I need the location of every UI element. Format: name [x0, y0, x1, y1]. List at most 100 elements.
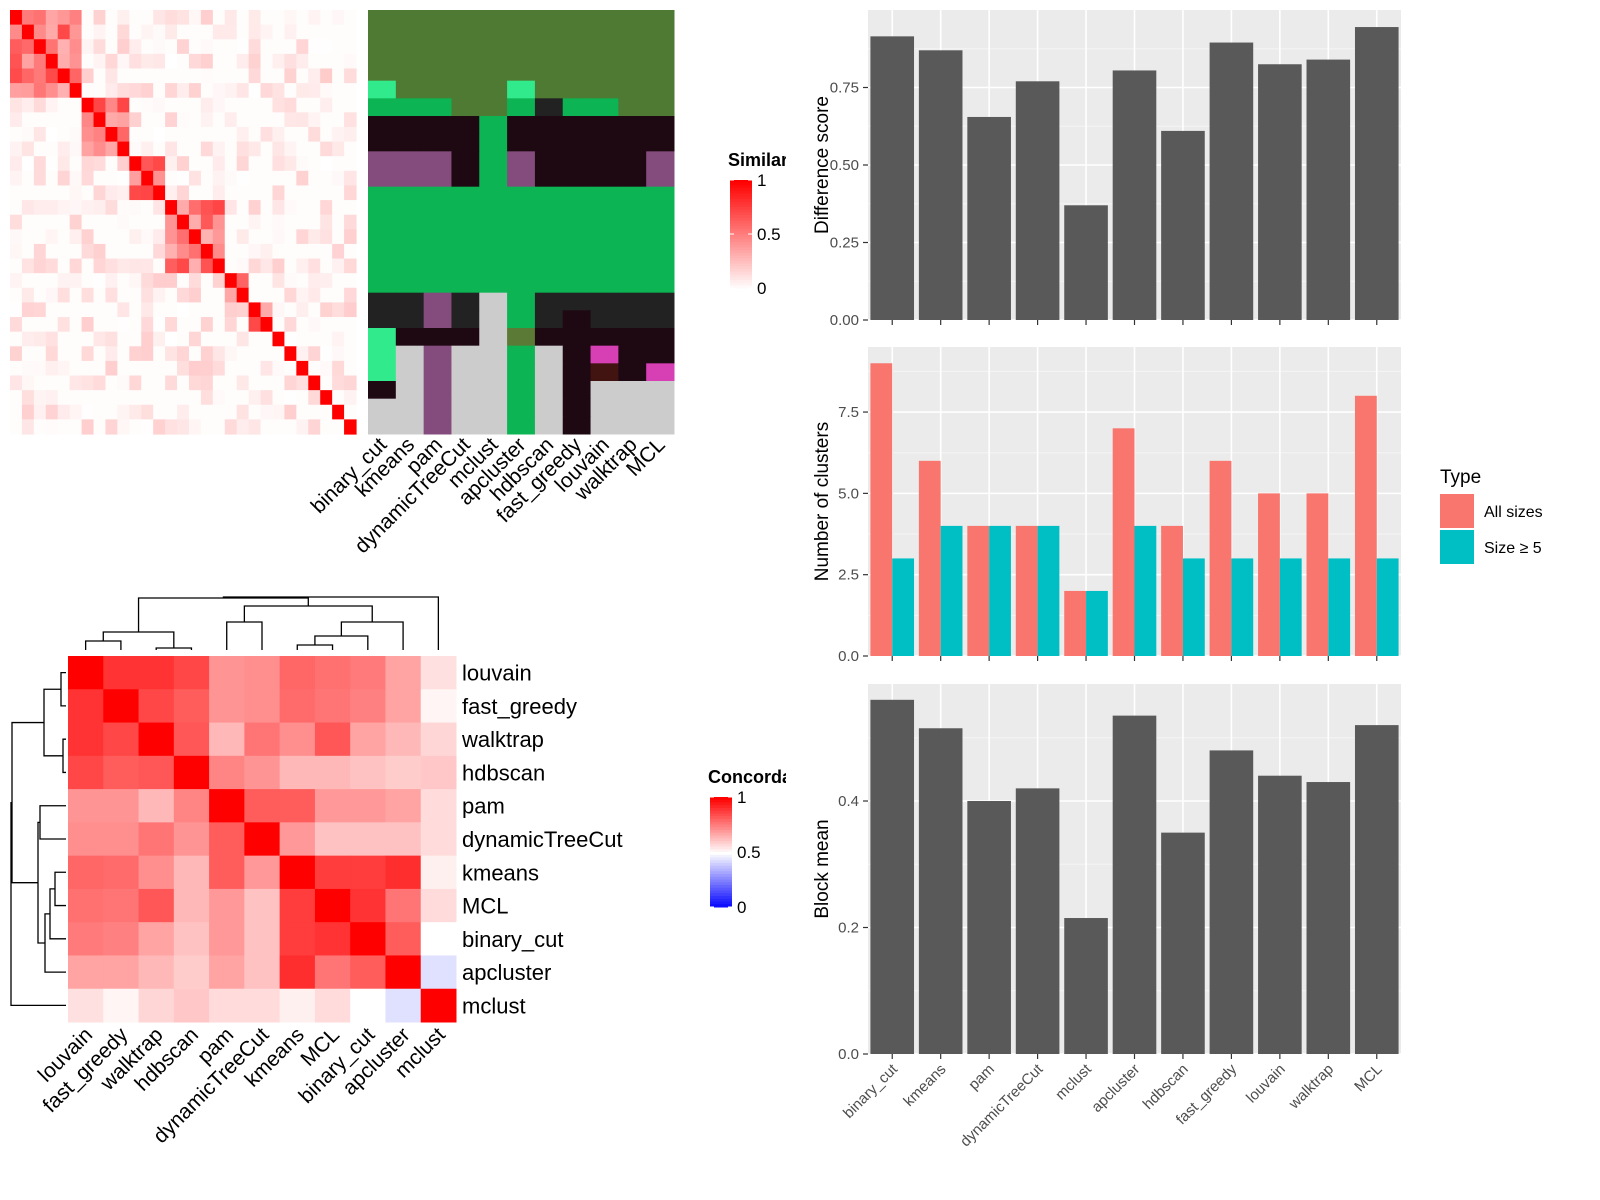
similarity-cell [117, 229, 130, 245]
cluster-cell [395, 116, 425, 135]
similarity-cell [33, 214, 47, 230]
row-label: binary_cut [462, 927, 564, 952]
cluster-cell [562, 80, 592, 99]
concordance-cell [138, 656, 175, 690]
cluster-cell [534, 257, 564, 276]
cluster-cell [590, 204, 619, 223]
block-mean-bar [1258, 775, 1302, 1054]
similarity-cell [57, 68, 71, 84]
similarity-cell [141, 53, 154, 70]
concordance-cell [103, 789, 140, 823]
similarity-cell [272, 170, 286, 187]
number-of-clusters-bar [892, 558, 915, 656]
similarity-cell [81, 200, 95, 216]
cluster-cell [590, 292, 619, 311]
similarity-cell [93, 185, 107, 201]
cluster-cell [368, 80, 397, 99]
similarity-cell [45, 390, 59, 406]
similarity-cell [260, 317, 274, 333]
similarity-cell [200, 200, 214, 216]
similarity-legend-title: Similarity [728, 150, 809, 170]
similarity-cell [284, 112, 297, 128]
similarity-cell [284, 375, 297, 391]
similarity-cell [69, 39, 83, 55]
cluster-cell [507, 257, 536, 276]
similarity-cell [188, 185, 202, 201]
row-label: pam [462, 794, 505, 819]
cluster-cell [479, 345, 508, 364]
concordance-cell [173, 689, 210, 724]
cluster-cell [590, 328, 619, 347]
concordance-cell [68, 955, 104, 990]
cluster-cell [507, 151, 536, 170]
concordance-cell [103, 955, 140, 990]
similarity-cell [117, 97, 130, 113]
similarity-cell [200, 83, 214, 99]
similarity-cell [332, 200, 345, 216]
similarity-cell [153, 141, 166, 157]
cluster-cell [646, 257, 675, 276]
cluster-cell [395, 328, 425, 347]
legend-gradient-step [730, 198, 752, 203]
similarity-cell [212, 346, 226, 362]
concordance-cell [420, 789, 457, 823]
similarity-cell [200, 229, 214, 245]
similarity-cell [57, 170, 71, 187]
cluster-cell [368, 98, 397, 117]
concordance-cell [68, 855, 104, 890]
cluster-cell [646, 381, 675, 400]
similarity-cell [141, 346, 154, 362]
row-label: mclust [462, 993, 526, 1018]
similarity-cell [236, 170, 250, 187]
legend-gradient-step [710, 874, 732, 878]
legend-gradient-step [710, 885, 732, 889]
cluster-cell [562, 27, 592, 46]
cluster-cell [646, 310, 675, 329]
similarity-cell [344, 360, 357, 377]
similarity-cell [105, 419, 118, 435]
similarity-cell [344, 141, 357, 157]
concordance-legend-tick: 0 [737, 898, 746, 917]
similarity-cell [177, 10, 190, 26]
similarity-cell [296, 419, 309, 435]
cluster-cell [368, 204, 397, 223]
similarity-cell [165, 24, 178, 40]
cluster-cell [618, 27, 647, 46]
similarity-cell [57, 317, 71, 333]
similarity-cell [236, 287, 250, 304]
cluster-cell [368, 10, 397, 29]
cluster-cell [618, 310, 647, 329]
concordance-cell [350, 922, 386, 956]
similarity-cell [248, 214, 262, 230]
similarity-cell [117, 360, 130, 377]
concordance-cell [385, 922, 422, 956]
cluster-cell [507, 345, 536, 364]
similarity-cell [224, 97, 238, 113]
similarity-cell [224, 419, 238, 435]
legend-gradient-step [730, 225, 752, 230]
similarity-cell [320, 404, 333, 420]
cluster-cell [451, 328, 480, 347]
legend-gradient-step [710, 857, 732, 861]
similarity-cell [129, 185, 142, 201]
similarity-cell [81, 404, 95, 420]
similarity-cell [129, 39, 142, 55]
block-mean-x-tick-label: MCL [1351, 1061, 1385, 1095]
similarity-cell [153, 258, 166, 274]
block-mean-x-tick-label: mclust [1052, 1060, 1095, 1103]
similarity-cell [284, 83, 297, 99]
cluster-cell [646, 204, 675, 223]
similarity-cell [93, 346, 107, 362]
similarity-cell [212, 83, 226, 99]
similarity-cell [236, 97, 250, 113]
similarity-cell [153, 346, 166, 362]
similarity-cell [93, 419, 107, 435]
difference-score-y-axis-label: Difference score [812, 96, 833, 234]
cluster-cell [646, 416, 675, 435]
cluster-cell [562, 63, 592, 82]
similarity-cell [296, 97, 309, 113]
similarity-cell [248, 24, 262, 40]
number-of-clusters-bar [1279, 558, 1302, 656]
similarity-cell [296, 68, 309, 84]
cluster-cell [534, 416, 564, 435]
